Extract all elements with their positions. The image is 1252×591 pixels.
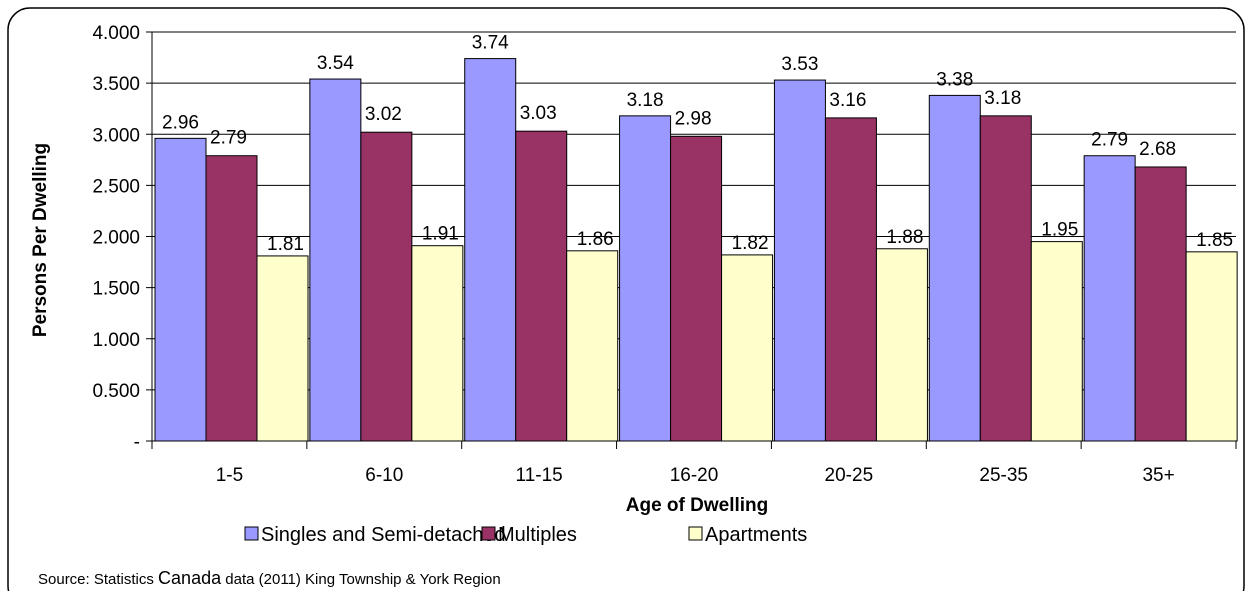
legend-label: Multiples (498, 524, 577, 546)
data-label: 1.91 (422, 224, 459, 245)
y-tick-label: 2.000 (92, 228, 140, 249)
legend-swatch (244, 526, 259, 541)
axes: - 0.500 1.000 1.500 2.000 2.500 3.000 3.500 4.00… (92, 23, 1237, 486)
x-tick-label: 16-20 (670, 465, 719, 486)
data-label: 3.03 (520, 103, 557, 124)
bar (1030, 241, 1083, 442)
bar (205, 155, 258, 442)
y-tick-label: 1.000 (92, 330, 140, 351)
x-tick-label: 35+ (1142, 465, 1174, 486)
bar (360, 131, 413, 442)
legend-swatch (688, 526, 703, 541)
bar (619, 115, 672, 442)
bar (824, 117, 877, 442)
data-label: 2.79 (1091, 130, 1128, 151)
data-label: 3.02 (365, 104, 402, 125)
y-tick-label: 3.500 (92, 74, 140, 95)
source-suffix: data (2011) King Township & York Region (221, 571, 501, 588)
bar (928, 94, 981, 442)
y-tick-label: 1.500 (92, 279, 140, 300)
legend-label: Apartments (705, 524, 807, 546)
data-label: 1.85 (1196, 230, 1233, 251)
x-tick-label: 11-15 (516, 465, 563, 486)
data-label: 3.18 (627, 90, 664, 111)
y-tick-label: 2.500 (92, 176, 140, 197)
x-tick-label: 20-25 (825, 465, 874, 486)
bar (256, 255, 309, 442)
y-tick-label: 3.000 (92, 125, 140, 146)
x-tick-label: 25-35 (979, 465, 1028, 486)
bar (1185, 251, 1238, 442)
source-note: Source: Statistics Canada data (2011) Ki… (38, 568, 501, 589)
bars (154, 58, 1238, 442)
x-tick-label: 1-5 (216, 465, 243, 486)
data-label: 2.79 (210, 128, 247, 149)
y-tick-label: 4.000 (92, 23, 140, 44)
data-labels: 2.96 3.54 3.74 3.18 3.53 3.38 2.79 2.79 3.02 3.03… (162, 33, 1233, 255)
bar (411, 245, 464, 442)
y-tick-label: 0.500 (92, 381, 140, 402)
legend-label: Singles and Semi-detached (261, 524, 506, 546)
bar (721, 254, 774, 442)
y-tick-label: - (134, 432, 140, 453)
source-prefix: Source: Statistics (38, 571, 159, 588)
data-label: 3.38 (936, 69, 973, 90)
data-label: 3.18 (984, 88, 1021, 109)
bar (979, 115, 1032, 442)
bar (566, 250, 619, 442)
bar (464, 58, 517, 442)
data-label: 2.68 (1139, 139, 1176, 160)
bar (670, 135, 723, 442)
data-label: 2.98 (675, 108, 712, 129)
bar (154, 137, 207, 442)
bar (875, 248, 928, 442)
data-label: 3.53 (781, 54, 818, 75)
data-label: 2.96 (162, 112, 199, 133)
data-label: 3.16 (829, 90, 866, 111)
bar (773, 79, 826, 442)
bar (515, 130, 568, 442)
bar (1083, 155, 1136, 442)
data-label: 1.86 (577, 229, 614, 250)
source-emphasis: Canada (158, 568, 222, 588)
data-label: 3.74 (472, 33, 509, 54)
x-axis-title: Age of Dwelling (626, 495, 769, 516)
bar (309, 78, 362, 442)
bar (1134, 166, 1187, 442)
data-label: 1.81 (267, 234, 304, 255)
data-label: 1.82 (732, 233, 769, 254)
legend-swatch (481, 526, 496, 541)
data-label: 1.95 (1041, 220, 1078, 241)
x-tick-label: 6-10 (365, 465, 403, 486)
data-label: 1.88 (886, 227, 923, 248)
data-label: 3.54 (317, 53, 354, 74)
y-axis-title: Persons Per Dwelling (30, 143, 51, 337)
